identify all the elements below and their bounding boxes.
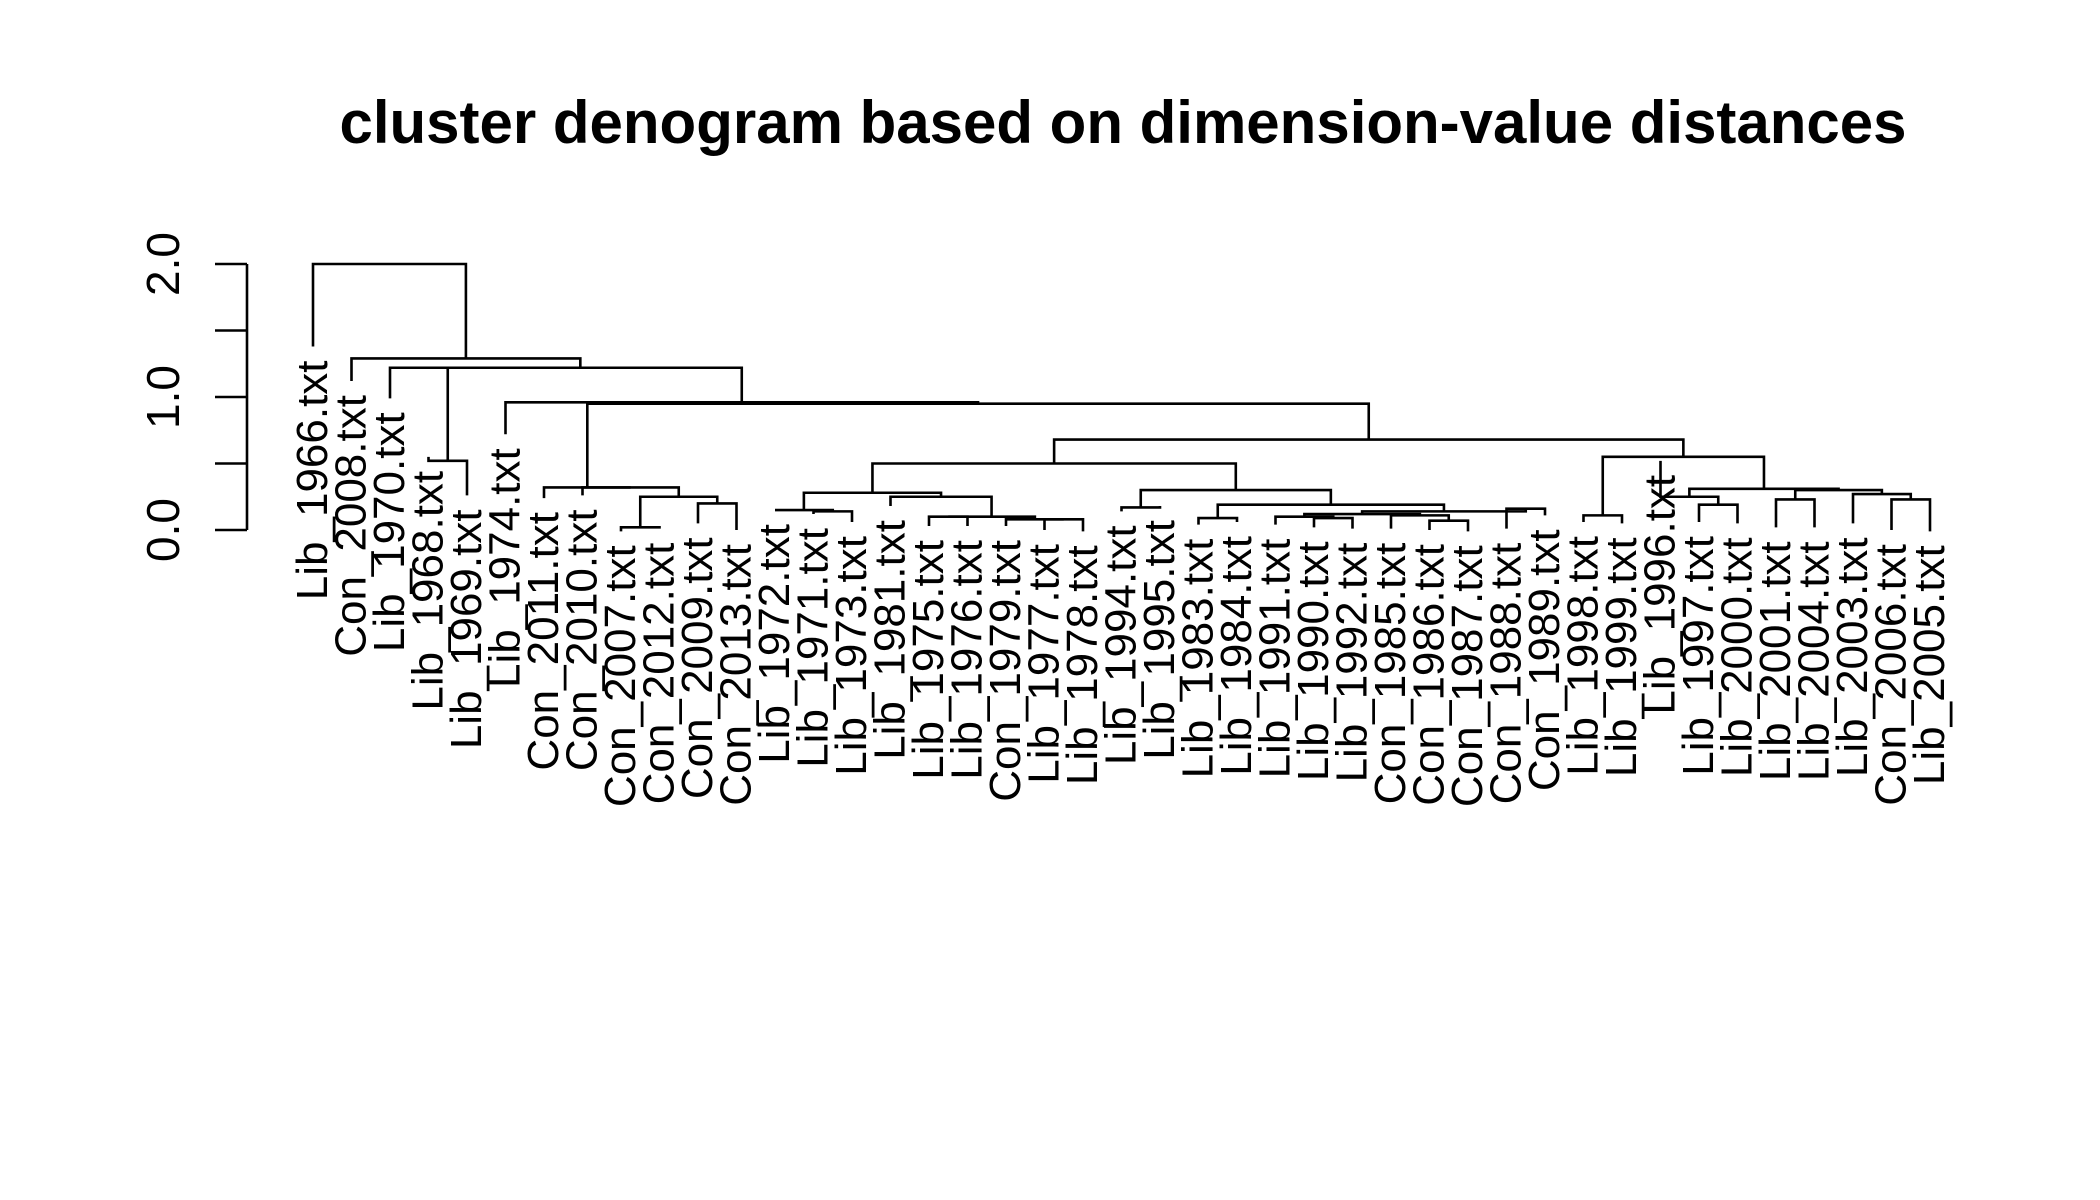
leaf-label: Lib_1976.txt xyxy=(943,540,992,780)
dendrogram-link xyxy=(1004,518,1064,527)
dendrogram-link xyxy=(889,495,993,517)
leaf-label: Con_2010.txt xyxy=(558,509,607,771)
leaf-label: Con_2009.txt xyxy=(673,537,722,799)
dendrogram-link xyxy=(1582,514,1624,524)
dendrogram-link xyxy=(1697,503,1739,524)
leaf-label: Lib_1992.txt xyxy=(1328,543,1377,783)
leaf-label: Lib_1968.txt xyxy=(404,471,453,711)
dendrogram-link xyxy=(581,486,681,497)
leaf-label: Lib_1981.txt xyxy=(866,520,915,760)
leaf-label: Con_1988.txt xyxy=(1482,543,1531,805)
leaf-label: Lib_1971.txt xyxy=(789,528,838,768)
dendrogram-link xyxy=(350,357,582,382)
leaf-label: Lib_1996.txt xyxy=(1636,475,1685,715)
leaf-label: Lib_1995.txt xyxy=(1135,520,1184,760)
dendrogram-links xyxy=(311,262,1932,532)
leaf-label: Lib_1999.txt xyxy=(1597,537,1646,777)
leaf-label: Con_2013.txt xyxy=(712,544,761,806)
dendrogram-link xyxy=(1274,515,1335,525)
y-axis: 0.0 1.0 2.0 xyxy=(137,232,249,562)
dendrogram-link xyxy=(1052,438,1685,464)
leaf-label: Lib_1973.txt xyxy=(827,536,876,776)
leaf-label: Lib_2001.txt xyxy=(1751,541,1800,781)
leaf-label: Con_1985.txt xyxy=(1366,543,1415,805)
leaf-label: Lib_2005.txt xyxy=(1905,545,1954,785)
dendrogram-link xyxy=(812,510,854,523)
leaf-label: Lib_1990.txt xyxy=(1289,541,1338,781)
dendrogram-link xyxy=(418,366,744,403)
leaf-label: Lib_2003.txt xyxy=(1828,537,1877,777)
dendrogram-link xyxy=(1428,519,1470,532)
leaf-label: Con_1986.txt xyxy=(1405,544,1454,806)
dendrogram-link xyxy=(1043,518,1085,532)
leaf-label: Lib_1974.txt xyxy=(481,448,530,688)
dendrogram-link xyxy=(1774,498,1816,528)
dendrogram-link xyxy=(1197,516,1239,525)
leaf-label: Lib_1970.txt xyxy=(365,412,414,652)
leaf-label: Lib_1977.txt xyxy=(1020,544,1069,784)
leaf-label: Lib_1998.txt xyxy=(1559,536,1608,776)
leaf-label: Con_1987.txt xyxy=(1443,545,1492,807)
y-tick-label: 2.0 xyxy=(137,232,189,296)
dendrogram-link xyxy=(927,515,969,527)
dendrogram-link xyxy=(696,502,738,530)
dendrogram-link xyxy=(542,486,631,499)
y-tick-label: 0.0 xyxy=(137,498,189,562)
dendrogram-link xyxy=(619,526,661,532)
leaf-label: Con_2011.txt xyxy=(519,512,568,770)
leaf-label: Lib_1984.txt xyxy=(1212,536,1261,776)
leaf-label: Lib_1994.txt xyxy=(1097,525,1146,765)
dendrogram-link xyxy=(1312,516,1354,529)
dendrogram-link xyxy=(1890,498,1932,532)
leaf-label: Con_2007.txt xyxy=(596,545,645,807)
leaf-label: Lib_1997.txt xyxy=(1674,536,1723,776)
dendrogram-link xyxy=(802,491,943,511)
dendrogram-link xyxy=(948,515,1037,520)
leaf-label: Lib_2000.txt xyxy=(1713,537,1762,777)
dendrogram-link xyxy=(1389,514,1451,529)
chart-title: cluster denogram based on dimension-valu… xyxy=(339,89,1907,156)
dendrogram-link xyxy=(775,508,835,512)
dendrogram-link xyxy=(504,401,980,435)
leaf-label: Lib_1972.txt xyxy=(750,524,799,764)
leaf-labels: Lib_1966.txtCon_2008.txtLib_1970.txtLib_… xyxy=(288,360,1954,807)
leaf-label: Con_2008.txt xyxy=(327,395,376,657)
leaf-label: Lib_1969.txt xyxy=(442,509,491,749)
dendrogram-link xyxy=(638,495,719,528)
leaf-label: Lib_1983.txt xyxy=(1174,539,1223,779)
leaf-label: Lib_1975.txt xyxy=(904,540,953,780)
leaf-label: Lib_2004.txt xyxy=(1790,541,1839,781)
leaf-label: Con_1979.txt xyxy=(981,540,1030,802)
leaf-label: Con_1989.txt xyxy=(1520,529,1569,791)
leaf-label: Con_2012.txt xyxy=(635,543,684,805)
y-tick-label: 1.0 xyxy=(137,365,189,429)
dendrogram-link xyxy=(311,262,468,359)
leaf-label: Lib_1978.txt xyxy=(1058,545,1107,785)
leaf-label: Lib_1991.txt xyxy=(1251,539,1300,779)
dendrogram-link xyxy=(586,402,1371,488)
leaf-label: Con_2006.txt xyxy=(1867,544,1916,806)
dendrogram-link xyxy=(871,462,1238,493)
leaf-label: Lib_1966.txt xyxy=(288,360,337,600)
